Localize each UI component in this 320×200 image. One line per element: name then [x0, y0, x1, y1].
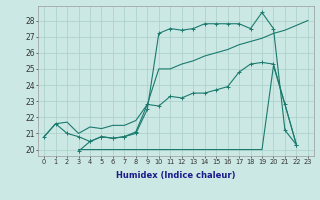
X-axis label: Humidex (Indice chaleur): Humidex (Indice chaleur)	[116, 171, 236, 180]
